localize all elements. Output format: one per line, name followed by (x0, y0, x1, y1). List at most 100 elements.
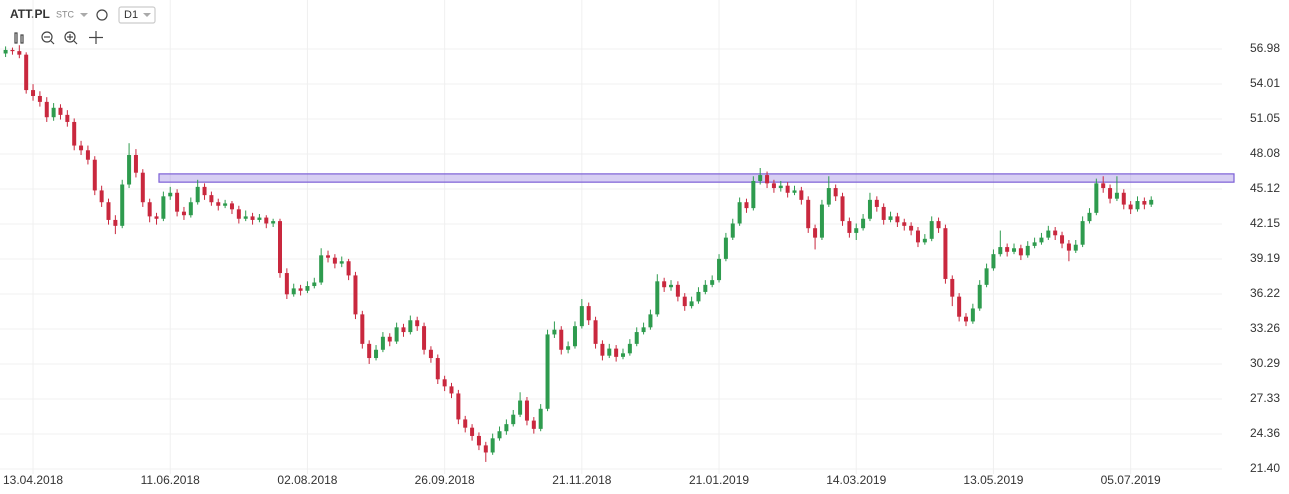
candle-body (497, 431, 502, 439)
candle-body (353, 275, 358, 315)
candle-body (1005, 247, 1010, 252)
candle-body (127, 155, 132, 185)
candle-body (723, 237, 728, 259)
candle-body (504, 424, 509, 432)
candle-body (929, 221, 934, 239)
candle-body (730, 223, 735, 238)
candle-body (1149, 199, 1154, 205)
candle-body (490, 438, 495, 453)
candle-body (65, 114, 70, 122)
x-tick-label: 13.05.2019 (963, 473, 1023, 487)
interval: D1 (124, 9, 138, 21)
candle-body (888, 216, 893, 220)
x-tick-label: 21.11.2018 (552, 473, 611, 487)
candle-body (847, 221, 852, 233)
candle-body (881, 206, 886, 220)
candle-body (278, 221, 282, 274)
candle-body (867, 199, 872, 219)
candle-body (758, 175, 763, 181)
candle-body (37, 95, 42, 102)
y-tick-label: 48.08 (1250, 146, 1280, 160)
candle-body (1073, 244, 1078, 251)
candle-body (977, 284, 982, 309)
candle-body (175, 192, 180, 212)
y-tick-label: 51.05 (1250, 111, 1280, 125)
candle-body (319, 255, 324, 283)
candle-body (442, 379, 447, 387)
candle-body (387, 336, 392, 342)
source: STC (56, 9, 75, 19)
candle-body (792, 190, 797, 193)
candle-body (1053, 230, 1058, 236)
candle-body (826, 188, 831, 205)
y-tick-label: 30.29 (1250, 356, 1280, 370)
candle-body (1114, 192, 1119, 199)
zoom-out[interactable] (41, 31, 53, 43)
candle-body (586, 306, 591, 321)
candle-body (634, 332, 639, 344)
candle-body (374, 349, 379, 359)
candle-body (44, 101, 49, 118)
candle-body (401, 327, 406, 333)
candle-body (99, 190, 104, 203)
candle-body (621, 353, 625, 357)
info-icon[interactable] (96, 9, 108, 21)
candle-body (771, 183, 776, 189)
candle-body (1142, 201, 1147, 205)
toolbar (14, 6, 156, 45)
candle-body (998, 247, 1003, 255)
y-tick-label: 21.40 (1250, 461, 1280, 475)
zoom-in[interactable] (64, 31, 76, 43)
candle-body (408, 320, 413, 333)
candle-body (51, 107, 56, 118)
candle-body (682, 296, 687, 307)
candle-body (1121, 192, 1126, 205)
candle-body (819, 204, 824, 238)
resistance-zone (158, 173, 1235, 183)
candle-body (58, 107, 63, 115)
candle-body (168, 192, 173, 197)
candle-body (161, 196, 166, 219)
candle-body (326, 255, 331, 258)
candle-body (339, 261, 344, 264)
candle-body (524, 400, 529, 421)
candle-body (854, 228, 859, 233)
y-tick-label: 33.26 (1250, 321, 1280, 335)
candle-body (936, 221, 941, 229)
candle-body (1046, 230, 1051, 238)
candle-body (744, 202, 749, 209)
candles-icon[interactable] (14, 32, 18, 44)
x-tick-label: 13.04.2018 (3, 473, 63, 487)
candle-body (394, 327, 399, 342)
candle-body (627, 343, 632, 354)
y-tick-label: 56.98 (1250, 41, 1280, 55)
x-tick-label: 11.06.2018 (141, 473, 200, 487)
candle-body (3, 49, 8, 54)
candle-body (579, 306, 584, 327)
candle-body (1094, 183, 1099, 213)
candle-body (264, 217, 269, 224)
candle-body (1128, 204, 1133, 210)
y-tick-label: 27.33 (1250, 391, 1280, 405)
candle-body (422, 326, 427, 350)
candle-body (840, 196, 845, 222)
x-tick-label: 05.07.2019 (1101, 473, 1161, 487)
candle-body (72, 121, 77, 146)
candle-body (154, 216, 159, 219)
candle-body (902, 222, 907, 226)
candle-body (566, 346, 571, 350)
candle-body (641, 327, 646, 333)
candle-body (92, 159, 97, 191)
candle-body (85, 150, 90, 160)
candle-body (531, 420, 536, 429)
candle-body (559, 329, 564, 350)
candle-body (106, 202, 111, 220)
candle-body (216, 202, 221, 206)
candle-body (332, 257, 337, 264)
candle-body (195, 186, 200, 203)
symbol: ATT.PL (10, 7, 50, 21)
interval-select[interactable] (118, 6, 156, 24)
candle-body (861, 218, 866, 229)
